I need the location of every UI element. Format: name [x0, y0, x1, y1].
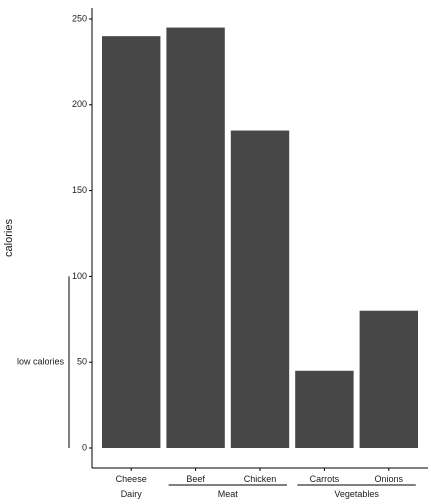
bars	[102, 27, 418, 449]
group-label-vegetables: Vegetables	[334, 489, 379, 499]
y-axis: 0 50 100 150 200 250	[72, 8, 93, 468]
group-label-meat: Meat	[218, 489, 239, 499]
low-calories-annotation: low calories	[17, 276, 70, 448]
x-tick-label: Carrots	[310, 474, 340, 484]
x-tick-label: Cheese	[116, 474, 147, 484]
x-tick-label: Chicken	[244, 474, 277, 484]
group-label-dairy: Dairy	[121, 489, 143, 499]
category-groups: Dairy Meat Vegetables	[121, 484, 416, 499]
x-tick-label: Onions	[375, 474, 404, 484]
y-tick-label: 150	[72, 185, 87, 195]
low-calories-label: low calories	[17, 357, 65, 367]
y-tick-label: 0	[82, 442, 87, 452]
y-axis-title: calories	[3, 219, 15, 257]
y-tick-label: 50	[77, 357, 87, 367]
x-axis: Cheese Beef Chicken Carrots Onions	[92, 467, 428, 484]
x-tick-label: Beef	[186, 474, 205, 484]
y-tick-label: 200	[72, 99, 87, 109]
bar-onions	[359, 310, 418, 448]
bar-beef	[166, 27, 225, 449]
y-tick-label: 250	[72, 13, 87, 23]
bar-cheese	[102, 36, 161, 448]
y-tick-label: 100	[72, 271, 87, 281]
bar-carrots	[295, 370, 354, 448]
bar-chicken	[230, 130, 290, 449]
